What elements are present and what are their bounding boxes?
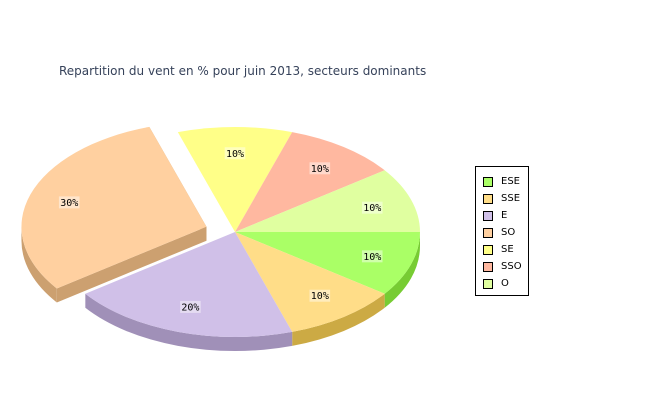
data-label-o: 10% bbox=[361, 201, 383, 214]
data-label-ese: 10% bbox=[361, 250, 383, 263]
slice-o bbox=[235, 170, 420, 232]
data-label-so: 30% bbox=[58, 196, 80, 209]
legend-label: SE bbox=[501, 244, 514, 255]
legend-label: SSE bbox=[501, 193, 521, 204]
legend-label: O bbox=[501, 278, 509, 289]
data-label-se: 10% bbox=[224, 147, 246, 160]
slice-side-sse bbox=[292, 293, 385, 346]
legend-swatch bbox=[483, 176, 493, 187]
svg-text:20%: 20% bbox=[181, 302, 199, 313]
legend-swatch bbox=[483, 278, 493, 289]
legend-item-ese: ESE bbox=[476, 173, 528, 190]
legend-item-e: E bbox=[476, 207, 528, 224]
slice-se bbox=[177, 127, 293, 232]
svg-text:10%: 10% bbox=[363, 203, 381, 214]
legend: ESE SSE E SO SE SSO O bbox=[475, 166, 529, 296]
svg-text:10%: 10% bbox=[363, 252, 381, 263]
legend-item-o: O bbox=[476, 275, 528, 292]
slice-so bbox=[21, 126, 207, 289]
legend-item-so: SO bbox=[476, 224, 528, 241]
legend-item-sse: SSE bbox=[476, 190, 528, 207]
data-label-e: 20% bbox=[180, 300, 201, 313]
legend-label: E bbox=[501, 210, 508, 221]
svg-text:10%: 10% bbox=[311, 291, 329, 302]
chart-title: Repartition du vent en % pour juin 2013,… bbox=[59, 64, 427, 78]
slice-ese bbox=[235, 232, 420, 294]
legend-swatch bbox=[483, 227, 493, 238]
slice-side-e bbox=[85, 293, 293, 352]
slice-e bbox=[85, 232, 293, 337]
slice-side-so bbox=[21, 226, 57, 303]
legend-swatch bbox=[483, 261, 493, 272]
data-label-sse: 10% bbox=[309, 289, 331, 302]
legend-label: ESE bbox=[501, 176, 520, 187]
slice-sso bbox=[235, 132, 385, 232]
slice-cut-so-0 bbox=[56, 226, 207, 303]
pie-tops bbox=[21, 126, 420, 337]
legend-label: SO bbox=[501, 227, 516, 238]
legend-item-se: SE bbox=[476, 241, 528, 258]
legend-item-sso: SSO bbox=[476, 258, 528, 275]
svg-text:10%: 10% bbox=[226, 149, 244, 160]
legend-swatch bbox=[483, 193, 493, 204]
pie-labels: 10% 10% 20% 30% 10% 10% 10% bbox=[58, 147, 383, 313]
slice-side-ese bbox=[384, 232, 420, 308]
legend-label: SSO bbox=[501, 261, 522, 272]
legend-swatch bbox=[483, 210, 493, 221]
svg-text:10%: 10% bbox=[311, 164, 329, 175]
slice-sse bbox=[235, 232, 385, 332]
data-label-sso: 10% bbox=[309, 162, 331, 175]
svg-text:30%: 30% bbox=[60, 198, 78, 209]
legend-swatch bbox=[483, 244, 493, 255]
